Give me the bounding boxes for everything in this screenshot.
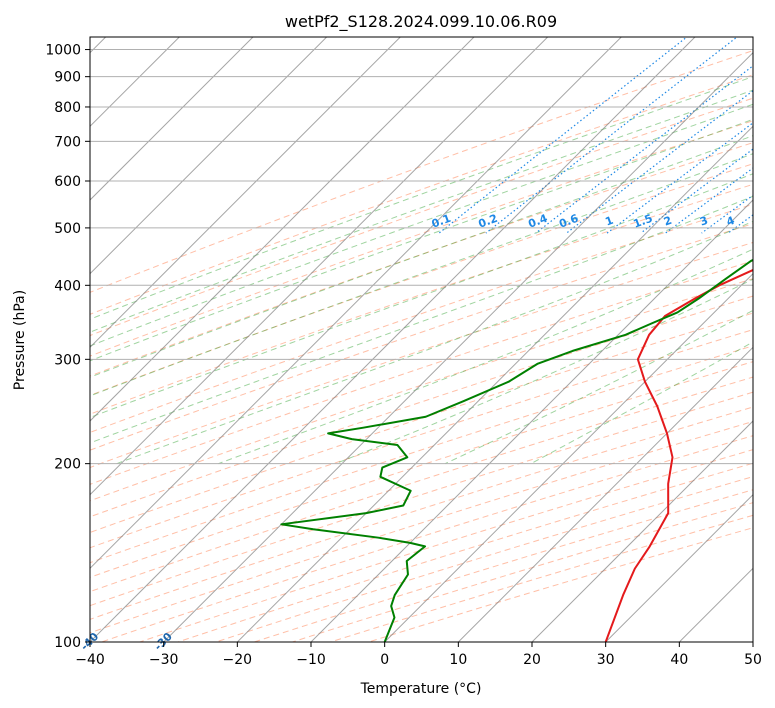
isotherm-line xyxy=(90,37,623,570)
mixing-ratio-label: 0.2 xyxy=(477,212,500,231)
mixing-ratio-label: 0.1 xyxy=(430,212,453,231)
isotherm-line xyxy=(90,37,696,642)
isotherm-line xyxy=(90,37,549,496)
dry-adiabat xyxy=(90,295,753,518)
x-tick-label: 50 xyxy=(744,652,762,668)
plot-background xyxy=(90,37,753,642)
dewpoint-line xyxy=(280,258,753,642)
dry-adiabat xyxy=(90,163,753,396)
mixing-ratio-label: 0.6 xyxy=(557,212,580,231)
moist-adiabat xyxy=(90,195,753,444)
y-tick-label: 300 xyxy=(54,352,81,368)
moist-adiabat xyxy=(90,103,753,347)
y-tick-label: 200 xyxy=(54,457,81,473)
isotherm-line xyxy=(383,272,753,642)
dry-adiabat xyxy=(90,241,753,469)
mixing-ratio-label: 3 xyxy=(698,214,710,229)
y-tick-label: 400 xyxy=(54,278,81,294)
isotherm-line xyxy=(457,346,753,642)
dry-adiabat xyxy=(90,223,753,451)
x-tick-label: −30 xyxy=(149,652,179,668)
isotherm-line xyxy=(162,51,753,642)
pressure-gridlines xyxy=(90,49,753,642)
mixing-ratio-label: 0.4 xyxy=(527,212,550,231)
y-tick-label: 900 xyxy=(54,70,81,86)
dry-adiabat xyxy=(90,391,753,607)
y-tick-label: 800 xyxy=(54,100,81,116)
y-axis-label: Pressure (hPa) xyxy=(12,290,28,390)
x-tick-label: 0 xyxy=(380,652,389,668)
mixing-ratio-label: 4 xyxy=(725,214,737,229)
chart-title: wetPf2_S128.2024.099.10.06.R09 xyxy=(285,12,557,32)
isotherm-line xyxy=(90,37,328,275)
isotherm-line xyxy=(90,37,402,349)
y-tick-label: 700 xyxy=(54,134,81,150)
x-tick-label: 30 xyxy=(597,652,615,668)
isotherm-line xyxy=(90,37,254,201)
isotherm-line xyxy=(236,125,753,642)
y-tick-label: 1000 xyxy=(45,43,81,59)
x-tick-label: −10 xyxy=(296,652,326,668)
x-tick-label: −40 xyxy=(75,652,105,668)
isotherm-line xyxy=(90,37,475,422)
isotherm-line xyxy=(90,37,181,128)
mixing-ratio-line xyxy=(665,167,753,234)
isotherm-line xyxy=(531,420,753,642)
profile-lines xyxy=(280,258,753,642)
dry-adiabat xyxy=(176,462,753,642)
x-axis-ticks: −40 −30 −20 −10 0 10 20 30 40 50 xyxy=(75,642,762,668)
dry-adiabat xyxy=(290,502,753,642)
isotherm-line xyxy=(310,199,753,642)
dry-adiabat xyxy=(90,376,753,593)
mixing-ratio-label: 2 xyxy=(662,214,674,229)
dry-adiabat xyxy=(90,312,753,533)
plot-area xyxy=(90,37,753,642)
mixing-ratio-line xyxy=(767,14,775,234)
dry-adiabat xyxy=(90,120,753,357)
dry-adiabat xyxy=(90,142,753,377)
dry-adiabat xyxy=(138,449,753,642)
y-tick-label: 600 xyxy=(54,174,81,190)
y-axis-ticks: 1000 900 800 700 600 500 400 300 200 100 xyxy=(45,43,90,651)
x-tick-label: 40 xyxy=(670,652,688,668)
y-tick-label: 100 xyxy=(54,635,81,651)
moist-adiabat xyxy=(218,248,753,465)
mixing-ratio-line xyxy=(606,122,753,234)
mixing-ratio-label: 1 xyxy=(603,214,615,229)
x-tick-label: 10 xyxy=(449,652,467,668)
moist-adiabat xyxy=(90,153,753,397)
isotherm-line xyxy=(604,493,753,642)
dry-adiabat xyxy=(252,489,753,642)
y-tick-label: 500 xyxy=(54,221,81,237)
dry-adiabat xyxy=(90,50,753,293)
x-axis-label: Temperature (°C) xyxy=(360,681,482,697)
x-tick-label: −20 xyxy=(223,652,253,668)
dry-adiabat xyxy=(90,420,753,634)
temperature-line xyxy=(604,268,753,642)
x-tick-label: 20 xyxy=(523,652,541,668)
plot-frame xyxy=(89,36,754,643)
moist-adiabat xyxy=(90,89,753,333)
mixing-ratio-label: 1.5 xyxy=(632,212,655,231)
mixing-ratio-line xyxy=(535,65,753,234)
mixing-ratio-line xyxy=(438,37,688,234)
reference-lines xyxy=(90,14,775,642)
